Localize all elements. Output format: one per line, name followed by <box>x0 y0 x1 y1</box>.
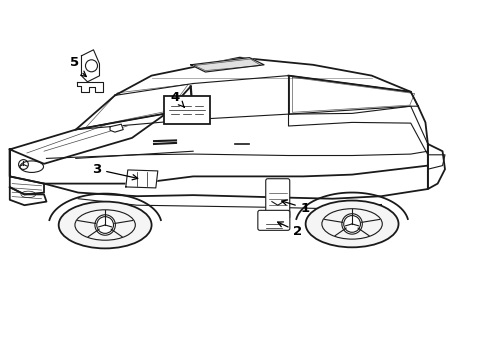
Text: 4: 4 <box>170 91 184 107</box>
Ellipse shape <box>59 202 151 248</box>
Polygon shape <box>125 170 158 188</box>
Text: 1: 1 <box>281 200 309 215</box>
Circle shape <box>95 215 115 235</box>
Text: 2: 2 <box>277 222 302 238</box>
Ellipse shape <box>305 201 398 247</box>
Polygon shape <box>110 124 123 132</box>
Circle shape <box>341 214 362 234</box>
FancyBboxPatch shape <box>265 179 289 219</box>
Text: 5: 5 <box>70 55 86 77</box>
Text: 3: 3 <box>92 163 138 180</box>
FancyBboxPatch shape <box>163 96 209 124</box>
Polygon shape <box>81 50 99 82</box>
FancyBboxPatch shape <box>257 210 289 230</box>
Polygon shape <box>77 82 103 92</box>
Polygon shape <box>190 58 264 72</box>
